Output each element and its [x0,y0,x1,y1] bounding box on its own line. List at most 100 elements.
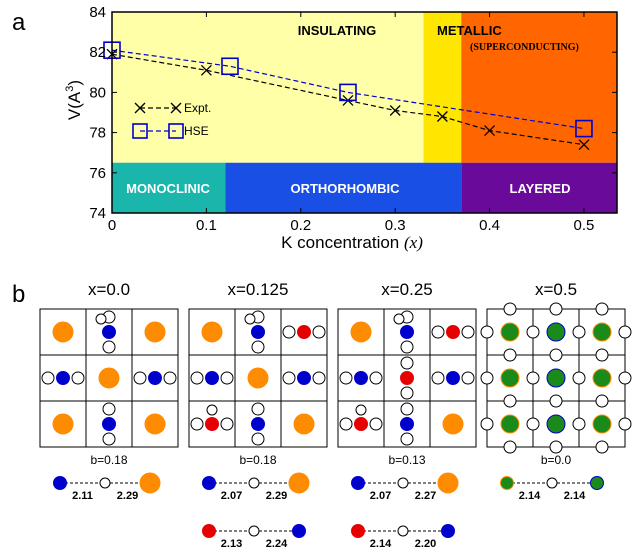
atom-2-1-1-o-d [400,386,414,400]
legend-label-0: Expt. [184,101,211,115]
atom-2-1-2-o-l [431,371,445,385]
plot-frame [111,11,618,214]
atom-2-0-0 [350,321,372,343]
b-value-2: b=0.13 [388,453,425,467]
atom-1-1-0 [205,371,219,385]
atom-2-2-1-o-d [400,432,414,446]
atom-2-1-0 [354,371,368,385]
structure-panel-0: x=0.0 b=0.18 2.11 2.29 [39,280,179,502]
legend-marker-0-1 [170,102,182,114]
x-axis-label: K concentration (x) [281,233,423,252]
bond-right-value-1-1: 2.24 [266,538,288,550]
atom-2-2-0 [354,417,368,431]
y-tick-label-4: 82 [89,44,106,61]
oxy-h-2-0 [503,394,517,408]
atom-1-0-2-o-l [282,325,296,339]
atom-1-1-0-o-l [190,371,204,385]
series-point-0-3 [389,105,401,116]
y-tick-label-3: 80 [89,84,106,101]
oxy-v-1-1 [526,371,540,385]
x-axis-label-text: K concentration [281,233,404,252]
series-point-0-6 [578,139,590,151]
atom-2-0-2-o-r [461,325,475,339]
bond-right-1-1 [292,524,306,538]
series-line-1 [111,49,585,130]
oxy-v-0-0 [480,325,494,339]
atom-3-2-0 [500,414,520,434]
y-tick-label-5: 84 [89,4,106,21]
bond-left-value-0-0: 2.11 [72,490,93,502]
structure-panels: x=0.0 b=0.18 2.11 2.29 x=0.125 b=0.18 2.07 2.29… [39,280,632,550]
bond-left-2-1 [351,524,365,538]
atom-2-0-2 [446,325,460,339]
series-point-0-5 [484,125,496,137]
legend: Expt. HSE [132,101,211,139]
oxy-h-1-1 [549,348,563,362]
bond-left-3-0 [500,476,514,490]
atom-2-1-0-o-r [369,371,383,385]
oxy-h-0-1 [549,302,563,316]
atom-2-1-2 [446,371,460,385]
bond-right-value-0-0: 2.29 [117,490,138,502]
atom-1-0-2 [297,325,311,339]
panel-a-label: a [12,9,26,36]
atom-0-1-0-o-l [41,371,55,385]
atom-2-0-1-o-d [400,340,414,354]
atom-1-1-1 [247,367,269,389]
atom-2-2-1-o-u [400,402,414,416]
bond-mid-3-0 [546,477,558,489]
atom-0-2-1 [102,417,116,431]
series-point-1-1 [221,57,239,76]
atom-2-2-2 [442,413,464,435]
atom-0-0-0 [52,321,74,343]
oxy-v-1-0 [526,325,540,339]
atom-3-0-2 [592,322,612,342]
atom-2-1-2-o-r [461,371,475,385]
bond-mid-2-0 [397,477,409,489]
atom-2-2-0-o-l [339,417,353,431]
atom-1-0-0 [201,321,223,343]
atom-1-2-0-o-r [220,417,234,431]
region-label-3: MONOCLINIC [126,181,210,196]
atom-1-1-2 [297,371,311,385]
atom-0-2-0 [52,413,74,435]
structure-title-1: x=0.125 [228,280,289,299]
x-tick-label-1: 0.1 [196,217,217,234]
atom-1-0-2-o-r [312,325,326,339]
x-tick-label-0: 0 [108,217,116,234]
legend-marker-1-1 [168,123,184,139]
region-label-0: INSULATING [298,23,376,38]
bond-right-2-0 [437,472,459,494]
axis-ticks: 0 0.1 0.2 0.3 0.4 0.5 74 76 78 80 82 84 [89,4,617,234]
bond-left-value-1-0: 2.07 [221,490,242,502]
region-backgrounds [112,12,617,213]
structure-title-2: x=0.25 [381,280,433,299]
bond-mid-0-0 [99,477,111,489]
bond-right-0-0 [139,472,161,494]
atom-3-2-1 [546,414,566,434]
region-label-1: METALLIC [437,23,502,38]
atom-3-0-0 [500,322,520,342]
legend-label-1: HSE [184,124,209,138]
atom-1-2-0-o-l [190,417,204,431]
bond-right-2-1 [441,524,455,538]
region-label-2: (SUPERCONDUCTING) [470,42,579,53]
bond-left-value-3-0: 2.14 [519,490,541,502]
y-tick-label-2: 78 [89,125,106,142]
region-1 [423,12,462,163]
region-4 [225,162,462,213]
atom-0-2-2 [144,413,166,435]
series-point-1-3 [575,119,593,138]
oxy-h-3-1 [549,440,563,454]
x-tick-label-5: 0.5 [574,217,595,234]
atom-1-2-0-o3 [206,404,218,416]
bond-left-value-1-1: 2.13 [221,538,242,550]
oxy-v-3-0 [618,325,632,339]
atom-1-0-1-o2 [244,313,256,325]
atom-1-2-0 [205,417,219,431]
x-axis-label-var: (x) [404,233,423,252]
atom-0-1-2-o-l [133,371,147,385]
series-point-1-2 [339,83,357,102]
bond-right-3-0 [590,476,604,490]
bond-left-2-0 [351,476,365,490]
